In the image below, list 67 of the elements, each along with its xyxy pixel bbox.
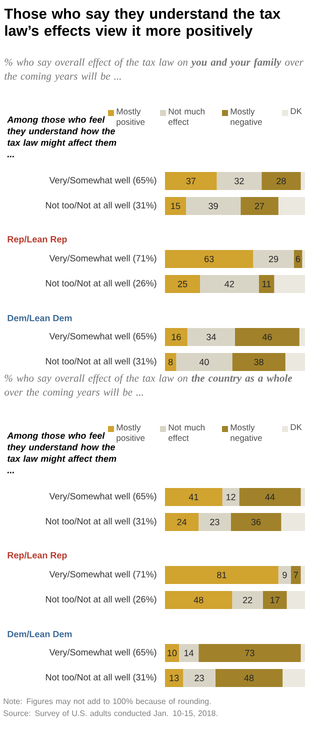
text: Rep/Lean Rep bbox=[8, 236, 67, 244]
data-label: 73 bbox=[245, 650, 254, 656]
data-label: 23 bbox=[210, 518, 220, 526]
legend-label: Mostly positive bbox=[116, 108, 145, 127]
data-label: 15 bbox=[171, 202, 180, 210]
data-label: 10 bbox=[168, 650, 177, 656]
y-tick-label: Not too/Not at all well (31%) bbox=[46, 674, 156, 682]
text: % who say overall effect of the tax law on the country as a whole over the coming years will be ... bbox=[4, 374, 292, 398]
data-label: 8 bbox=[168, 358, 173, 366]
data-label: 41 bbox=[188, 494, 198, 500]
y-tick-label: Very/Somewhat well (65%) bbox=[49, 332, 156, 342]
text: % who say overall effect of the tax law on you and your family over the coming years will be ... bbox=[4, 58, 304, 82]
legend-label: DK bbox=[290, 424, 302, 430]
data-label: 9 bbox=[282, 572, 287, 578]
data-label: 7 bbox=[294, 572, 298, 578]
text: Among those who feel they understand how the tax law might affect them ... bbox=[7, 432, 116, 474]
text: Dem/Lean Dem bbox=[8, 630, 72, 638]
y-tick-label: Very/Somewhat well (71%) bbox=[49, 254, 156, 264]
chart-title: Those who say they understand the tax law’s effects view it more positively bbox=[4, 8, 280, 39]
y-tick-label: Very/Somewhat well (65%) bbox=[49, 492, 156, 502]
legend-label: Not much effect bbox=[168, 424, 204, 441]
legend-label: Mostly negative bbox=[230, 108, 262, 127]
data-label: 17 bbox=[270, 596, 280, 604]
data-label: 48 bbox=[194, 596, 204, 604]
data-label: 23 bbox=[194, 674, 204, 682]
y-tick-label: Not too/Not at all well (31%) bbox=[46, 358, 156, 366]
data-label: 13 bbox=[170, 674, 179, 682]
data-label: 81 bbox=[217, 572, 226, 578]
legend-label: Mostly positive bbox=[116, 424, 145, 443]
data-label: 48 bbox=[244, 674, 254, 682]
data-label: 16 bbox=[172, 334, 181, 340]
y-tick-label: Very/Somewhat well (65%) bbox=[49, 176, 156, 186]
data-label: 37 bbox=[186, 178, 196, 184]
text: Note: Figures may not add to 100% because of rounding. bbox=[4, 698, 211, 706]
source-note: Source: Survey of U.S. adults conducted Jan. 10-15, 2018. bbox=[4, 710, 218, 718]
data-label: 27 bbox=[254, 202, 264, 210]
data-label: 42 bbox=[224, 280, 234, 288]
data-label: 28 bbox=[276, 178, 286, 184]
legend-label: Not much effect bbox=[168, 108, 204, 125]
data-label: 22 bbox=[243, 596, 252, 604]
data-label: 40 bbox=[199, 358, 209, 366]
y-tick-label: Not too/Not at all well (31%) bbox=[46, 202, 156, 210]
y-tick-label: Not too/Not at all well (26%) bbox=[46, 280, 156, 288]
data-label: 24 bbox=[177, 518, 187, 526]
data-label: 39 bbox=[208, 202, 218, 210]
y-tick-label: Very/Somewhat well (65%) bbox=[49, 648, 156, 658]
data-label: 12 bbox=[226, 494, 236, 500]
data-label: 11 bbox=[262, 280, 271, 288]
data-label: 6 bbox=[296, 256, 300, 262]
data-label: 32 bbox=[234, 178, 244, 184]
text: Rep/Lean Rep bbox=[8, 552, 67, 560]
data-label: 38 bbox=[254, 358, 264, 366]
text: Dem/Lean Dem bbox=[8, 314, 72, 322]
legend-label: DK bbox=[290, 108, 302, 114]
y-tick-label: Very/Somewhat well (71%) bbox=[49, 570, 156, 580]
text: Among those who feel they understand how the tax law might affect them ... bbox=[7, 116, 116, 158]
data-label: 63 bbox=[204, 256, 214, 262]
data-label: 34 bbox=[206, 334, 216, 340]
data-label: 25 bbox=[178, 280, 188, 288]
legend-label: Mostly negative bbox=[230, 424, 262, 443]
data-label: 44 bbox=[265, 494, 275, 500]
data-label: 46 bbox=[262, 334, 272, 340]
y-tick-label: Not too/Not at all well (26%) bbox=[46, 596, 156, 604]
data-label: 14 bbox=[184, 650, 194, 656]
data-label: 36 bbox=[251, 518, 261, 526]
y-tick-label: Not too/Not at all well (31%) bbox=[46, 518, 156, 526]
data-label: 29 bbox=[268, 256, 278, 262]
